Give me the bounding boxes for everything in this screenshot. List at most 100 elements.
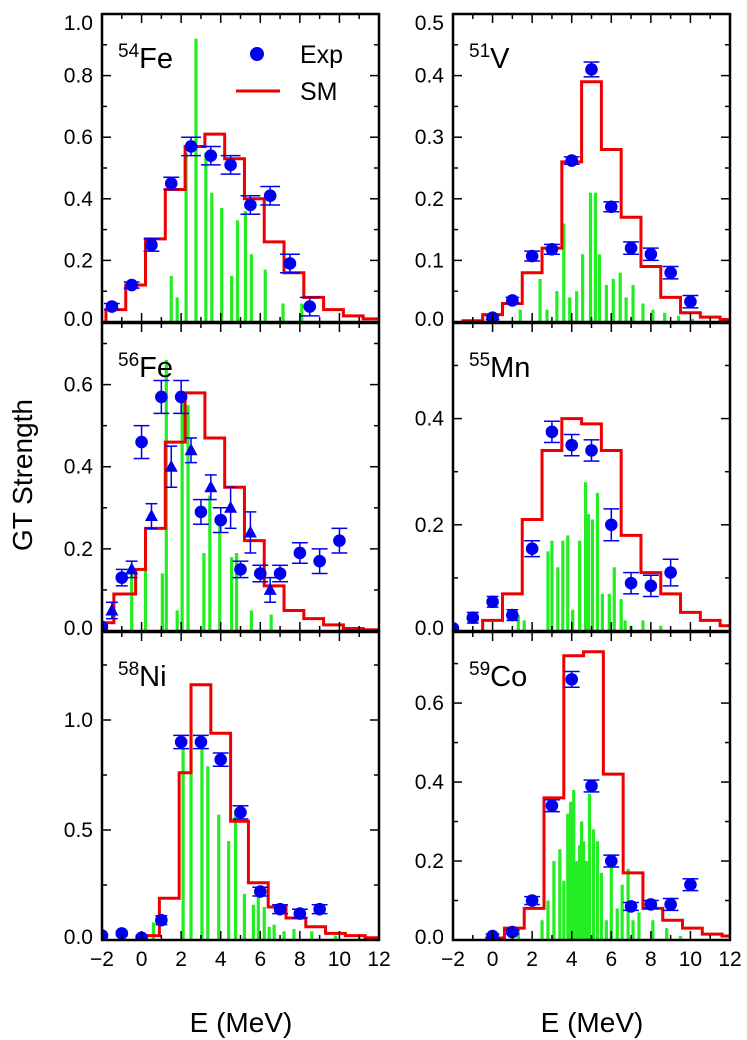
exp-point bbox=[642, 247, 659, 262]
circle-marker bbox=[545, 425, 559, 439]
exp-point bbox=[524, 249, 541, 263]
exp-point bbox=[193, 498, 209, 525]
triangle-marker bbox=[243, 525, 257, 538]
nucleus-mass-number: 55 bbox=[469, 350, 490, 371]
y-tick-label: 0.0 bbox=[415, 308, 444, 331]
x-tick-label: 2 bbox=[526, 948, 538, 971]
legend: Exp SM bbox=[236, 41, 343, 106]
circle-marker bbox=[273, 902, 287, 916]
plot-area bbox=[485, 650, 730, 940]
exp-point bbox=[123, 278, 140, 292]
legend-exp-label: Exp bbox=[300, 41, 343, 69]
exp-point bbox=[563, 154, 580, 167]
exp-triangle-point bbox=[243, 511, 257, 554]
circle-marker bbox=[164, 177, 178, 190]
x-axis-title-left: E (MeV) bbox=[190, 1007, 293, 1038]
exp-point bbox=[623, 241, 639, 255]
circle-marker bbox=[263, 189, 277, 203]
exp-point bbox=[220, 154, 241, 175]
circle-marker bbox=[466, 611, 480, 625]
exp-point bbox=[260, 185, 281, 206]
triangle-marker bbox=[144, 509, 158, 522]
nucleus-symbol: Fe bbox=[139, 43, 173, 75]
circle-marker bbox=[155, 390, 168, 404]
circle-marker bbox=[194, 735, 208, 749]
exp-point bbox=[466, 611, 480, 625]
circle-marker bbox=[102, 929, 109, 940]
circle-marker bbox=[214, 513, 228, 527]
nucleus-label: 51V bbox=[469, 41, 510, 75]
circle-marker bbox=[253, 567, 267, 580]
exp-triangle-point bbox=[125, 560, 139, 579]
nucleus-symbol: Ni bbox=[139, 661, 166, 693]
exp-point bbox=[102, 620, 109, 631]
exp-point bbox=[505, 925, 520, 939]
nucleus-mass-number: 56 bbox=[118, 350, 139, 371]
y-tick-label: 0.4 bbox=[415, 771, 445, 794]
exp-point bbox=[240, 194, 261, 215]
x-tick-label: 0 bbox=[487, 948, 499, 971]
exp-point bbox=[173, 734, 190, 750]
circle-marker bbox=[214, 753, 228, 766]
circle-marker bbox=[664, 566, 677, 579]
exp-point bbox=[280, 253, 300, 274]
exp-point bbox=[272, 902, 288, 916]
circle-marker bbox=[506, 294, 519, 307]
nucleus-label: 54Fe bbox=[118, 41, 173, 75]
y-tick-label: 0.4 bbox=[415, 65, 445, 88]
x-tick-label: 10 bbox=[679, 948, 702, 971]
exp-point bbox=[603, 508, 620, 542]
x-tick-label: 4 bbox=[566, 948, 578, 971]
plot-area bbox=[453, 417, 730, 631]
circle-marker bbox=[234, 563, 247, 576]
nucleus-mass-number: 58 bbox=[118, 659, 139, 680]
exp-point bbox=[642, 574, 659, 598]
circle-marker bbox=[184, 140, 198, 153]
panel-fe54: 0.0 0.2 0.4 0.6 0.8 1.0 54Fe Exp SM bbox=[64, 12, 381, 331]
x-tick-label: 12 bbox=[367, 948, 390, 971]
exp-triangle-point bbox=[204, 474, 218, 501]
circle-marker bbox=[244, 198, 257, 212]
y-tick-label: 0.2 bbox=[415, 850, 444, 873]
exp-point bbox=[583, 439, 600, 462]
x-tick-label: 4 bbox=[215, 948, 227, 971]
circle-marker bbox=[506, 925, 519, 939]
exp-point bbox=[103, 300, 120, 313]
circle-marker bbox=[253, 885, 267, 898]
circle-marker bbox=[565, 673, 579, 686]
exp-point bbox=[133, 424, 150, 460]
exp-point bbox=[563, 433, 580, 457]
y-tick-label: 0.6 bbox=[64, 374, 93, 397]
plot-area bbox=[102, 683, 379, 940]
exp-point bbox=[662, 558, 679, 587]
circle-marker bbox=[333, 534, 346, 547]
sm-histogram bbox=[481, 417, 730, 631]
x-tick-label: 0 bbox=[136, 948, 148, 971]
circle-marker bbox=[525, 249, 539, 263]
exp-point bbox=[682, 294, 699, 309]
y-tick-label: 0.0 bbox=[415, 617, 444, 640]
circle-marker bbox=[604, 518, 618, 532]
exp-point bbox=[623, 571, 639, 595]
x-tick-label: −2 bbox=[441, 948, 465, 971]
circle-marker bbox=[204, 149, 218, 162]
circle-marker bbox=[174, 735, 188, 749]
nucleus-symbol: V bbox=[490, 43, 510, 75]
circle-marker bbox=[624, 576, 638, 590]
y-axis-title: GT Strength bbox=[7, 399, 38, 551]
exp-point bbox=[331, 527, 348, 554]
circle-marker bbox=[565, 154, 579, 167]
sm-histogram bbox=[104, 132, 379, 322]
circle-marker bbox=[283, 257, 297, 270]
exp-point bbox=[583, 61, 600, 78]
nucleus-symbol: Co bbox=[490, 661, 527, 693]
y-tick-label: 0.1 bbox=[415, 249, 444, 272]
exp-point bbox=[232, 560, 249, 579]
nucleus-label: 58Ni bbox=[118, 659, 167, 693]
circle-marker bbox=[684, 878, 697, 892]
y-tick-label: 0.6 bbox=[415, 692, 444, 715]
circle-marker bbox=[664, 266, 677, 280]
circle-marker bbox=[545, 799, 559, 813]
panel-v51: 0.0 0.1 0.2 0.3 0.4 0.5 51V bbox=[415, 12, 732, 331]
circle-marker bbox=[135, 435, 148, 449]
